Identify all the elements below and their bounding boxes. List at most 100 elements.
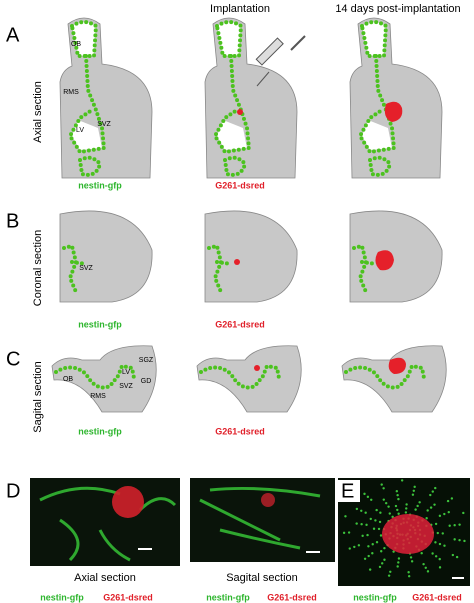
region-label: LV [76, 127, 84, 134]
gfp-speckle [397, 497, 400, 501]
gfp-speckle [378, 565, 382, 569]
caption: nestin-gfp [78, 319, 122, 329]
gfp-speckle [387, 574, 391, 577]
region-label: LV [122, 369, 130, 376]
gfp-speckle [405, 503, 408, 506]
gfp-speckle [462, 511, 465, 515]
gfp-speckle [396, 565, 399, 568]
gfp-speckle [392, 550, 395, 553]
ob-gfp [69, 20, 99, 58]
rms-gfp [212, 54, 252, 155]
tumor [375, 250, 394, 271]
svz-gfp [352, 243, 378, 294]
brain-coronal [59, 210, 153, 303]
gfp-speckle [397, 557, 401, 560]
svz-gfp [77, 155, 103, 177]
gfp-speckle [429, 493, 432, 497]
gfp-speckle [361, 534, 364, 538]
syringe-plunger [290, 35, 306, 51]
rms-gfp [357, 54, 397, 155]
micrographs [30, 478, 470, 586]
gfp-speckle [424, 566, 427, 569]
lv [362, 120, 392, 150]
gfp-speckle [342, 531, 346, 535]
legend: nestin-gfp [40, 592, 84, 602]
gfp-speckle [448, 524, 451, 527]
gfp-speckle [369, 517, 372, 521]
gfp-speckle [438, 566, 442, 569]
svz-gfp [62, 243, 88, 294]
legend: G261-dsred [412, 592, 462, 602]
gfp-speckle [360, 509, 363, 513]
gfp-speckle [446, 499, 450, 503]
gfp-speckle [365, 523, 368, 527]
gfp-speckle [455, 555, 459, 559]
legend: nestin-gfp [206, 592, 250, 602]
gfp-speckle [370, 498, 373, 501]
gfp-speckle [416, 504, 419, 508]
caption: nestin-gfp [78, 426, 122, 436]
row-label: Axial section [32, 81, 44, 143]
gfp-speckle [366, 533, 369, 537]
gfp-speckle [410, 560, 414, 563]
gfp-speckle [404, 511, 408, 514]
panel-letter: D [6, 480, 20, 502]
gfp-speckle [389, 570, 392, 573]
gfp-signal [39, 486, 177, 562]
brain-sections [51, 17, 447, 413]
gfp-speckle [414, 508, 417, 511]
image-caption: Axial section [74, 572, 136, 584]
ob-gfp [359, 20, 389, 58]
gfp-speckle [381, 562, 384, 565]
gfp-speckle [372, 527, 376, 530]
caption: nestin-gfp [78, 180, 122, 190]
gfp-speckle [451, 553, 455, 557]
gfp-speckle [396, 493, 399, 497]
gfp-speckle [347, 531, 351, 534]
dsred-signal [382, 514, 434, 554]
gfp-speckle [429, 506, 433, 509]
gfp-speckle [355, 507, 359, 511]
tumor [234, 259, 240, 265]
gfp-speckle [453, 538, 456, 541]
tumor [254, 365, 260, 371]
caption: G261-dsred [215, 180, 265, 190]
panel-letter: A [6, 24, 20, 46]
gfp-speckle [384, 501, 388, 505]
gfp-speckle [383, 558, 386, 561]
gfp-speckle [418, 501, 421, 504]
gfp-speckle [436, 531, 439, 535]
region-label: SGZ [139, 357, 154, 364]
panel-letter: E [341, 480, 354, 502]
region-label: OB [63, 376, 73, 383]
gfp-speckle [382, 498, 385, 501]
region-label: OB [71, 41, 81, 48]
gfp-speckle [443, 544, 446, 547]
gfp-speckle [434, 555, 438, 558]
brain-sagittal [341, 345, 447, 413]
gfp-speckle [434, 486, 437, 490]
image-bg [190, 478, 335, 562]
letter-box [338, 480, 360, 502]
gfp-speckle [380, 550, 383, 553]
gfp-speckle [426, 570, 430, 573]
gfp-speckle [366, 495, 370, 499]
gfp-speckle [441, 532, 444, 535]
gfp-speckle [431, 490, 434, 493]
dsred-signal [261, 493, 275, 507]
gfp-speckle [413, 485, 416, 489]
gfp-speckle [355, 522, 358, 525]
gfp-speckle [412, 489, 415, 492]
brain-sagittal [51, 345, 157, 413]
gfp-speckle [422, 562, 425, 566]
image-caption: Sagital section [226, 572, 298, 584]
gfp-speckle [363, 492, 366, 496]
gfp-speckle [394, 504, 398, 508]
gfp-speckle [368, 568, 372, 571]
gfp-speckle [371, 543, 374, 546]
dsred-signal [112, 486, 144, 518]
region-label: RMS [63, 89, 79, 96]
brain-coronal [204, 210, 298, 303]
region-label: SVZ [97, 121, 111, 128]
legend: G261-dsred [267, 592, 317, 602]
